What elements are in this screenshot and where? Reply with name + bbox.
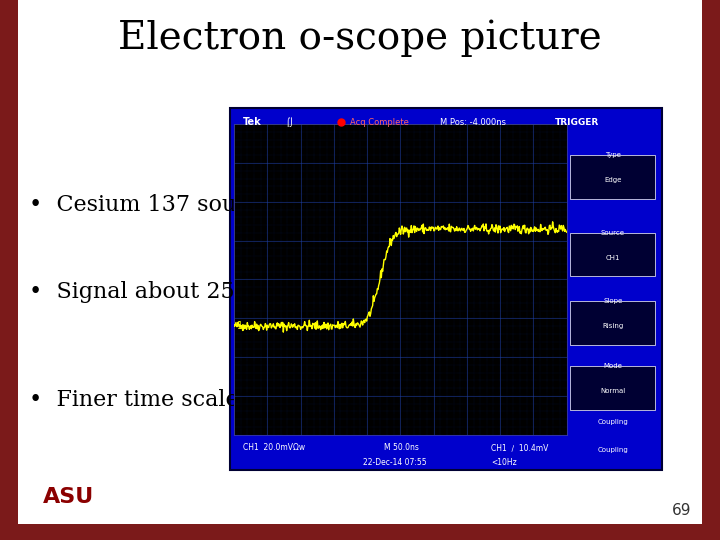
Text: •  Cesium 137 source: • Cesium 137 source — [29, 194, 272, 216]
Text: CH1  20.0mVΩw: CH1 20.0mVΩw — [243, 443, 305, 452]
Text: Coupling: Coupling — [598, 447, 628, 453]
Text: Edge: Edge — [604, 177, 621, 183]
Text: <10Hz: <10Hz — [491, 458, 517, 467]
Text: Type: Type — [605, 152, 621, 158]
FancyBboxPatch shape — [570, 301, 655, 345]
Text: 1►: 1► — [238, 321, 251, 331]
Text: 69: 69 — [672, 503, 691, 518]
Text: Electron o-scope picture: Electron o-scope picture — [118, 19, 602, 57]
FancyBboxPatch shape — [570, 156, 655, 199]
Text: Tek: Tek — [243, 117, 261, 127]
FancyBboxPatch shape — [702, 0, 720, 540]
Text: Rising: Rising — [602, 323, 624, 329]
Text: 22-Dec-14 07:55: 22-Dec-14 07:55 — [362, 458, 426, 467]
FancyBboxPatch shape — [570, 366, 655, 410]
Text: ASU: ASU — [43, 487, 94, 507]
Text: •  Signal about 25 mV for this shot: • Signal about 25 mV for this shot — [29, 281, 422, 302]
Text: Acq Complete: Acq Complete — [350, 118, 408, 127]
FancyBboxPatch shape — [0, 524, 720, 540]
FancyBboxPatch shape — [570, 233, 655, 276]
Text: M 50.0ns: M 50.0ns — [384, 443, 419, 452]
Text: ⌠⌡: ⌠⌡ — [285, 117, 294, 127]
Text: M Pos: -4.000ns: M Pos: -4.000ns — [440, 118, 505, 127]
Text: CH1: CH1 — [606, 255, 620, 261]
Text: Normal: Normal — [600, 388, 626, 394]
Text: Mode: Mode — [603, 363, 622, 369]
FancyBboxPatch shape — [0, 0, 18, 540]
Text: Coupling: Coupling — [598, 419, 628, 426]
FancyBboxPatch shape — [230, 108, 662, 470]
Text: Source: Source — [600, 230, 625, 236]
Text: •  Finer time scale for this shot (50 ns/div): • Finer time scale for this shot (50 ns/… — [29, 389, 509, 410]
Text: TRIGGER: TRIGGER — [555, 118, 600, 127]
Text: Slope: Slope — [603, 298, 622, 304]
Text: CH1  ∕  10.4mV: CH1 ∕ 10.4mV — [491, 443, 549, 452]
